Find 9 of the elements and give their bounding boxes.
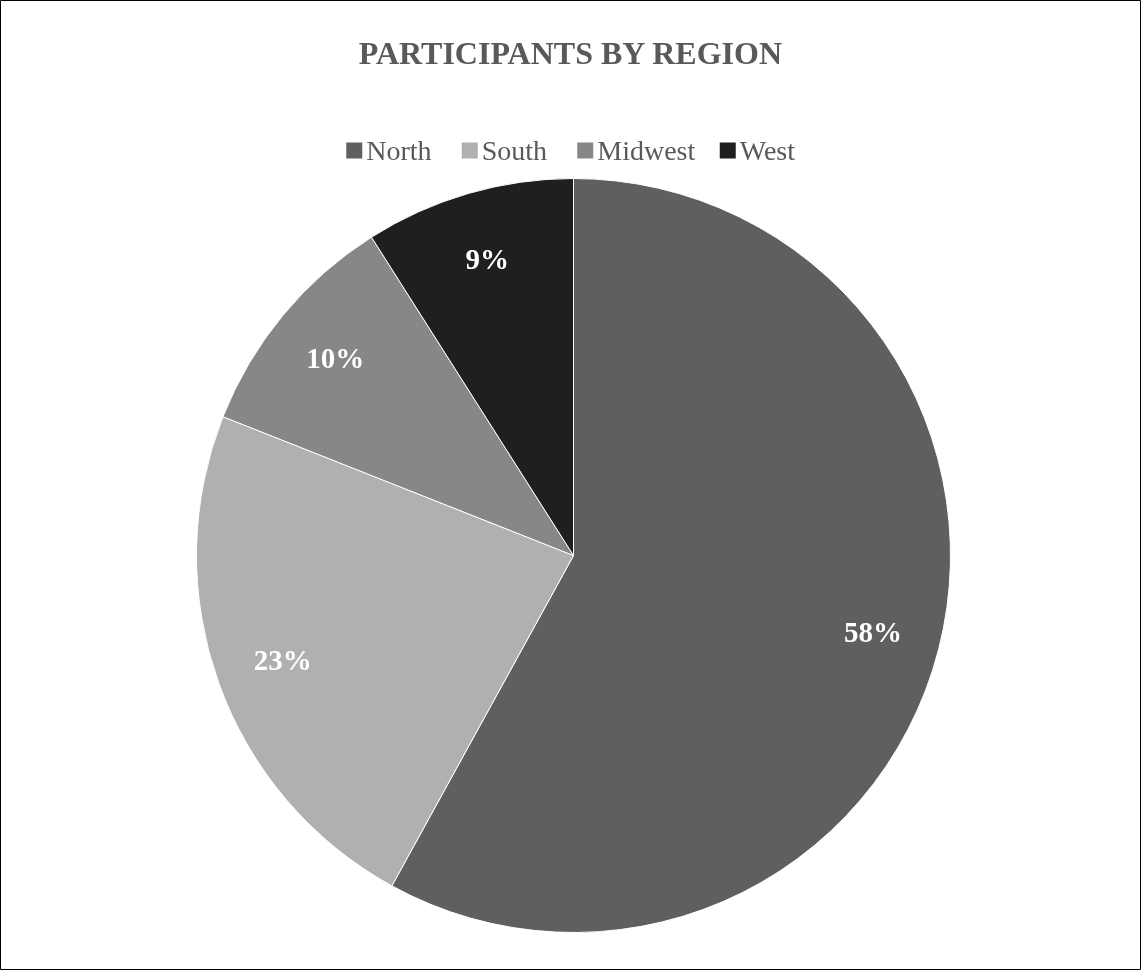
- chart-title: PARTICIPANTS BY REGION: [358, 34, 783, 71]
- data-label: 58%: [843, 616, 902, 649]
- legend-label: West: [739, 135, 796, 166]
- legend-label: Midwest: [597, 135, 696, 166]
- data-label: 10%: [306, 342, 365, 375]
- data-label: 23%: [253, 644, 312, 677]
- legend-label: North: [366, 135, 432, 166]
- data-label: 9%: [465, 242, 509, 275]
- legend-label: South: [481, 135, 548, 166]
